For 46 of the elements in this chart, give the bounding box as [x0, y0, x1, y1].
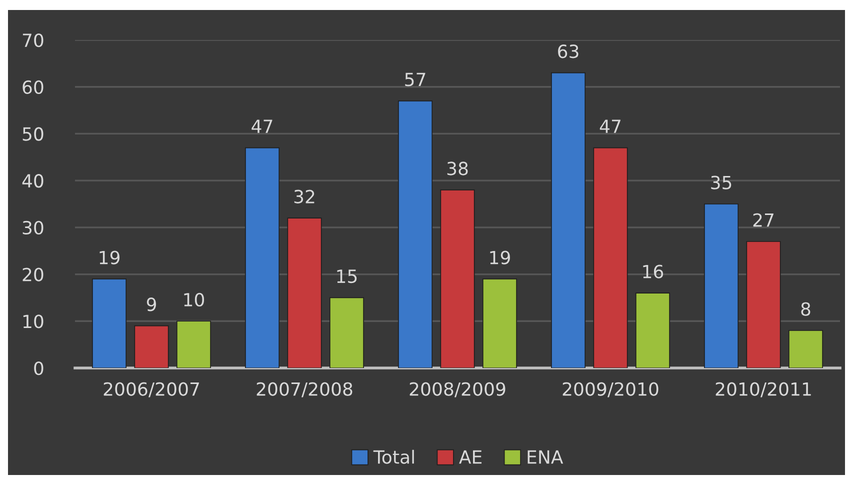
y-tick-label: 20 [22, 268, 44, 282]
bar [635, 292, 670, 368]
legend-label: ENA [528, 450, 564, 464]
data-label: 9 [146, 298, 156, 312]
data-label: 27 [753, 213, 774, 227]
legend-label: AE [459, 450, 482, 464]
data-label: 32 [294, 190, 314, 204]
data-label: 19 [490, 250, 510, 264]
bar [482, 278, 517, 368]
data-label: 10 [184, 292, 204, 307]
data-label: 47 [252, 120, 272, 133]
data-label: 38 [447, 162, 468, 176]
y-tick-label: 0 [34, 361, 44, 376]
y-tick-label: 40 [22, 174, 44, 188]
y-tick-label: 50 [22, 127, 44, 141]
data-label: 47 [600, 120, 620, 133]
data-label: 63 [558, 44, 578, 58]
bar [440, 190, 475, 368]
bar [593, 147, 628, 368]
legend-label: Total [373, 450, 414, 464]
data-label: 8 [801, 302, 810, 316]
x-tick-label: 2009/2010 [562, 382, 658, 398]
x-tick-label: 2010/2011 [716, 382, 811, 398]
data-label: 16 [643, 264, 664, 278]
bar [245, 147, 280, 368]
x-tick-label: 2008/2009 [410, 382, 506, 398]
data-label: 15 [337, 270, 357, 284]
bar [329, 297, 364, 368]
data-label: 57 [405, 72, 426, 86]
y-tick-label: 60 [22, 80, 44, 94]
x-tick-label: 2007/2008 [256, 382, 352, 398]
y-tick-label: 70 [22, 33, 44, 48]
x-tick-label: 2006/2007 [104, 382, 199, 398]
bar [704, 204, 739, 368]
bar [176, 320, 211, 368]
bar [92, 278, 127, 368]
data-label: 19 [100, 250, 120, 264]
data-label: 35 [711, 176, 732, 190]
bar [746, 241, 781, 368]
bar [788, 330, 823, 368]
y-tick-label: 10 [23, 314, 44, 328]
bar [398, 100, 433, 368]
y-tick-label: 30 [22, 220, 44, 235]
bar [287, 218, 322, 368]
bar [134, 325, 169, 368]
bar [551, 72, 586, 368]
